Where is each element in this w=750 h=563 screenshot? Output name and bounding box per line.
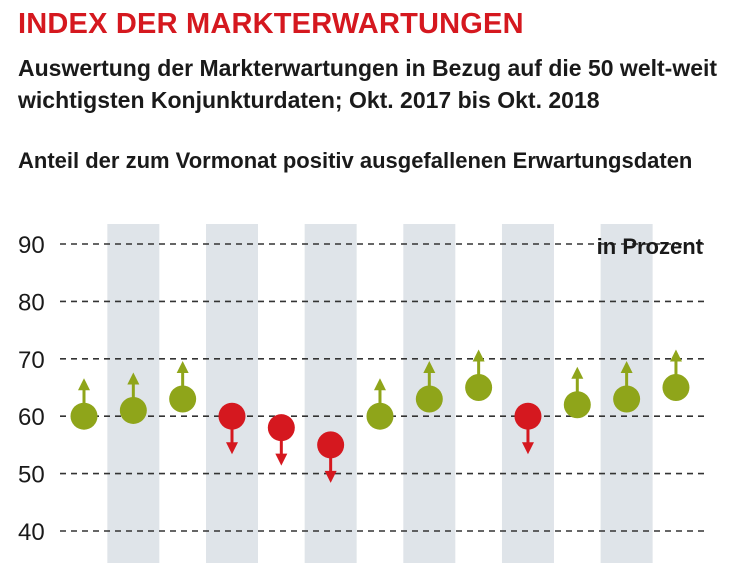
- data-point-13: [662, 349, 690, 401]
- data-point-5: [267, 414, 295, 466]
- data-point-6: [317, 431, 345, 483]
- tick-label-layer: 90 80 70 60 50 40: [18, 232, 45, 546]
- point-marker: [465, 374, 493, 401]
- background-band: [205, 224, 258, 563]
- point-marker: [662, 374, 690, 401]
- data-point-3: [169, 360, 197, 413]
- y-tick-label: 50: [18, 462, 45, 489]
- chart-subtitle: Auswertung der Markterwartungen in Bezug…: [18, 55, 718, 113]
- point-marker: [366, 402, 394, 430]
- point-marker: [514, 402, 542, 430]
- point-marker: [218, 402, 246, 430]
- background-band: [304, 224, 357, 563]
- arrow-up-head-icon: [127, 372, 140, 385]
- arrow-up-head-icon: [373, 378, 386, 391]
- y-tick-label: 90: [18, 232, 45, 259]
- data-point-1: [70, 378, 98, 430]
- chart-title: INDEX DER MARKTERWARTUNGEN: [18, 8, 524, 40]
- data-point-12: [613, 360, 641, 413]
- unit-label: in Prozent: [597, 234, 704, 259]
- arrow-down-head-icon: [521, 442, 534, 455]
- point-marker: [563, 391, 591, 419]
- arrow-up-head-icon: [472, 349, 485, 362]
- point-marker: [613, 385, 641, 413]
- point-layer: [70, 349, 690, 483]
- point-marker: [169, 385, 197, 413]
- point-marker: [267, 414, 295, 442]
- y-tick-label: 60: [18, 404, 45, 431]
- data-point-7: [366, 378, 394, 430]
- y-tick-label: 40: [18, 519, 45, 546]
- point-marker: [119, 396, 147, 424]
- data-point-8: [415, 360, 443, 413]
- arrow-up-head-icon: [620, 360, 633, 373]
- arrow-up-head-icon: [571, 366, 584, 379]
- arrow-up-head-icon: [669, 349, 682, 362]
- point-marker: [317, 431, 345, 459]
- data-point-4: [218, 402, 246, 455]
- y-tick-label: 70: [18, 347, 45, 374]
- arrow-down-head-icon: [225, 442, 238, 455]
- y-tick-label: 80: [18, 289, 45, 316]
- arrow-down-head-icon: [324, 470, 337, 483]
- data-point-9: [465, 349, 493, 401]
- data-point-10: [514, 402, 542, 455]
- arrow-down-head-icon: [275, 453, 288, 466]
- chart-description: Anteil der zum Vormonat positiv ausgefal…: [18, 148, 693, 173]
- point-marker: [415, 385, 443, 413]
- point-marker: [70, 402, 98, 430]
- arrow-up-head-icon: [78, 378, 90, 391]
- arrow-up-head-icon: [176, 360, 189, 373]
- arrow-up-head-icon: [423, 360, 436, 373]
- data-point-11: [563, 366, 591, 419]
- background-band: [501, 224, 554, 563]
- data-point-2: [119, 372, 147, 424]
